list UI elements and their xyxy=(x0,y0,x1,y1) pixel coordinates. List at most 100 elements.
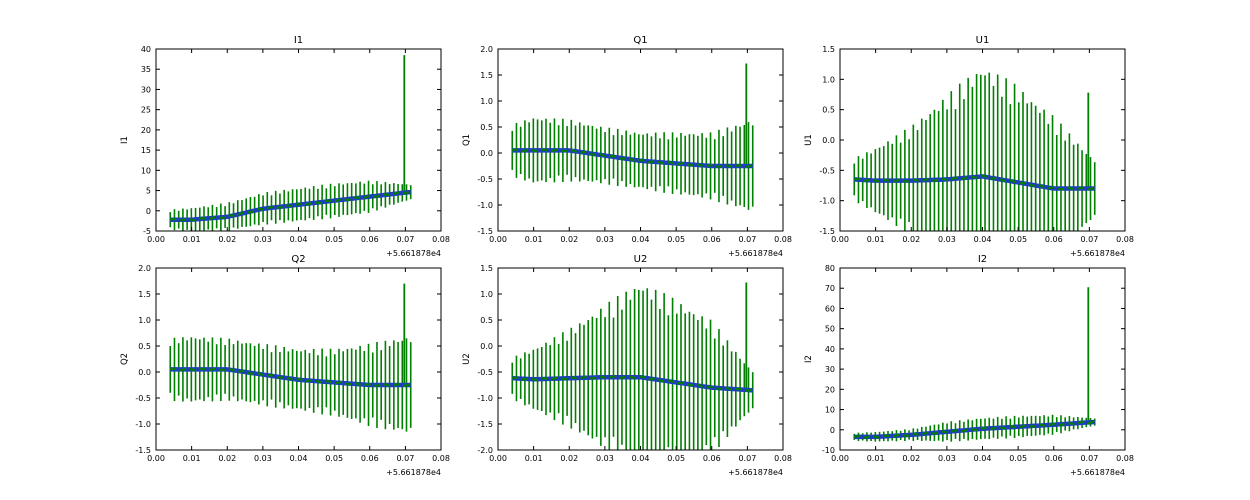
data-layer xyxy=(853,72,1096,231)
y-tick-label: -5 xyxy=(143,227,151,236)
y-axis-label: I2 xyxy=(804,355,814,363)
y-tick-label: -1.5 xyxy=(819,227,835,236)
y-axis-label: Q1 xyxy=(462,134,472,146)
x-tick-label: 0.02 xyxy=(902,235,920,244)
x-tick-label: 0.06 xyxy=(1045,235,1063,244)
x-tick-label: 0.05 xyxy=(1009,454,1027,463)
y-tick-label: 35 xyxy=(141,65,151,74)
y-tick-label: -1.0 xyxy=(477,394,493,403)
x-offset-label: +5.661878e4 xyxy=(1070,249,1125,258)
series-line-green xyxy=(169,367,411,387)
y-tick-label: 40 xyxy=(141,45,151,54)
x-tick-label: 0.08 xyxy=(1116,454,1134,463)
y-tick-label: 0 xyxy=(830,426,835,435)
subplot-grid: 0.00 0.01 0.02 0.03 0.04 0.05 0.06 0.07 0.08-505… xyxy=(120,35,1134,477)
subplot-u2: 0.00 0.01 0.02 0.03 0.04 0.05 0.06 0.07 0.08 -2.0… xyxy=(462,254,792,477)
x-tick-label: 0.00 xyxy=(489,454,507,463)
y-tick-label: 60 xyxy=(825,304,835,313)
x-tick-label: 0.06 xyxy=(361,454,379,463)
x-tick-label: 0.07 xyxy=(738,454,756,463)
y-tick-label: -1.0 xyxy=(819,197,835,206)
y-tick-label: 0.0 xyxy=(480,342,493,351)
data-layer xyxy=(169,283,412,432)
y-tick-label: 0.5 xyxy=(822,106,835,115)
x-tick-label: 0.02 xyxy=(218,235,236,244)
y-tick-label: 70 xyxy=(825,284,835,293)
x-offset-label: +5.661878e4 xyxy=(1070,468,1125,477)
y-tick-label: -2.0 xyxy=(477,446,493,455)
y-axis-label: I1 xyxy=(120,136,130,144)
series-line-green xyxy=(512,375,753,392)
x-tick-label: 0.05 xyxy=(667,454,685,463)
x-tick-label: 0.08 xyxy=(432,454,450,463)
x-offset-label: +5.661878e4 xyxy=(386,468,441,477)
y-tick-label: -0.5 xyxy=(819,166,835,175)
x-offset-label: +5.661878e4 xyxy=(728,468,783,477)
y-tick-label: 0 xyxy=(146,207,151,216)
y-tick-label: 2.0 xyxy=(138,264,151,273)
x-tick-label: 0.05 xyxy=(325,454,343,463)
subplot-i2: 0.00 0.01 0.02 0.03 0.04 0.05 0.06 0.07 0.08 -10 0… xyxy=(804,254,1134,477)
data-layer xyxy=(853,287,1096,442)
x-tick-label: 0.01 xyxy=(867,235,885,244)
y-tick-label: -1.5 xyxy=(135,446,151,455)
series-line-green xyxy=(511,148,753,168)
x-tick-label: 0.00 xyxy=(147,454,165,463)
x-tick-label: 0.05 xyxy=(325,235,343,244)
y-tick-label: 1.0 xyxy=(480,290,493,299)
y-tick-label: -0.5 xyxy=(477,175,493,184)
x-tick-label: 0.05 xyxy=(667,235,685,244)
y-tick-label: -1.5 xyxy=(477,227,493,236)
x-tick-label: 0.02 xyxy=(218,454,236,463)
y-tick-label: 0.5 xyxy=(480,316,493,325)
x-tick-label: 0.00 xyxy=(831,235,849,244)
x-tick-label: 0.04 xyxy=(290,235,308,244)
x-tick-label: 0.07 xyxy=(1080,454,1098,463)
y-tick-label: 0.5 xyxy=(480,123,493,132)
y-tick-label: -0.5 xyxy=(477,368,493,377)
chart-title: U1 xyxy=(976,35,990,46)
series-line-green xyxy=(853,420,1095,439)
subplot-u1: 0.00 0.01 0.02 0.03 0.04 0.05 0.06 0.07 0.08 -1.5… xyxy=(804,35,1134,258)
series-line-green xyxy=(854,174,1095,191)
y-tick-label: 50 xyxy=(825,325,835,334)
y-tick-label: -1.0 xyxy=(135,420,151,429)
x-tick-label: 0.02 xyxy=(902,454,920,463)
x-tick-label: 0.00 xyxy=(831,454,849,463)
y-axis-label: U2 xyxy=(462,353,472,365)
x-tick-label: 0.01 xyxy=(525,454,543,463)
x-offset-label: +5.661878e4 xyxy=(386,249,441,258)
y-tick-label: 1.0 xyxy=(822,75,835,84)
y-tick-label: 0.0 xyxy=(138,368,151,377)
y-tick-label: 10 xyxy=(141,166,151,175)
x-tick-label: 0.07 xyxy=(1080,235,1098,244)
x-tick-label: 0.08 xyxy=(774,454,792,463)
x-tick-label: 0.03 xyxy=(254,454,272,463)
y-tick-label: 30 xyxy=(141,85,151,94)
x-tick-label: 0.07 xyxy=(396,454,414,463)
x-tick-label: 0.06 xyxy=(1045,454,1063,463)
x-tick-label: 0.01 xyxy=(183,454,201,463)
x-tick-label: 0.06 xyxy=(703,235,721,244)
chart-title: I2 xyxy=(978,254,987,265)
y-tick-label: 30 xyxy=(825,365,835,374)
x-tick-label: 0.04 xyxy=(632,235,650,244)
chart-title: I1 xyxy=(294,35,303,46)
x-tick-label: 0.04 xyxy=(974,235,992,244)
x-tick-label: 0.00 xyxy=(147,235,165,244)
y-tick-label: -10 xyxy=(822,446,835,455)
y-tick-label: 1.5 xyxy=(480,264,493,273)
y-tick-label: 15 xyxy=(141,146,151,155)
x-tick-label: 0.07 xyxy=(396,235,414,244)
subplot-q1: 0.00 0.01 0.02 0.03 0.04 0.05 0.06 0.07 0.08 -1.5… xyxy=(462,35,792,258)
x-tick-label: 0.03 xyxy=(938,235,956,244)
data-layer xyxy=(511,282,754,450)
x-tick-label: 0.06 xyxy=(703,454,721,463)
chart-title: U2 xyxy=(634,254,648,265)
x-tick-label: 0.06 xyxy=(361,235,379,244)
y-tick-label: 0.0 xyxy=(480,149,493,158)
y-tick-label: 5 xyxy=(146,187,151,196)
x-tick-label: 0.02 xyxy=(560,235,578,244)
x-tick-label: 0.04 xyxy=(632,454,650,463)
